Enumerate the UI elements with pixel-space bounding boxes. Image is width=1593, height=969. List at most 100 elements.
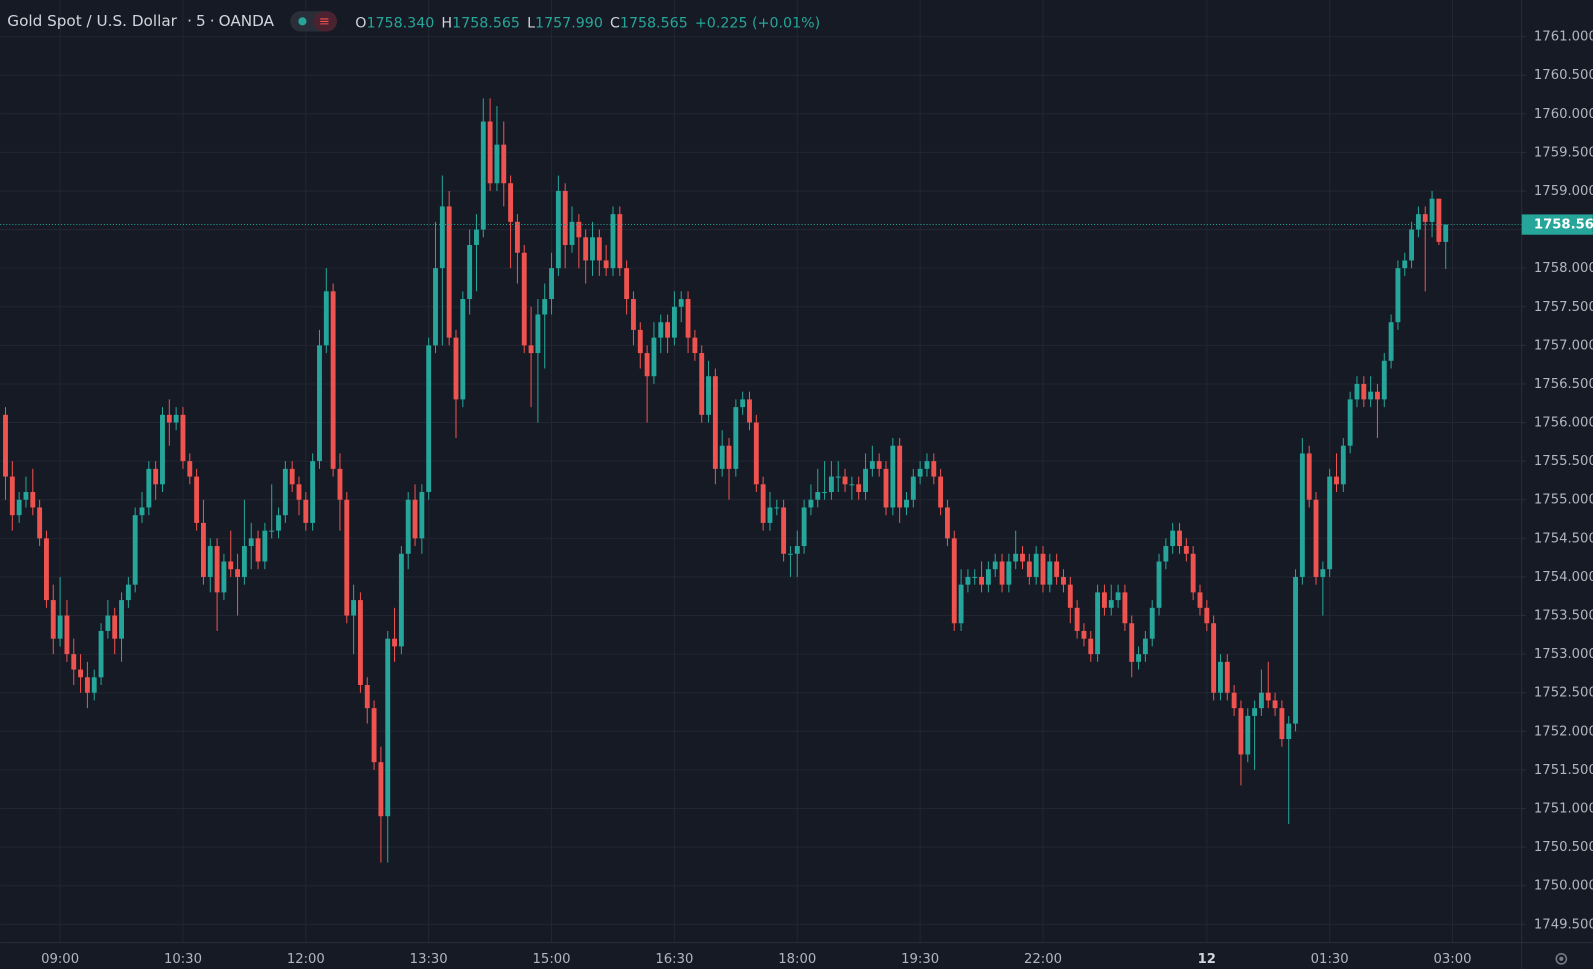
ohlc-legend: O 1758.340 H 1758.565 L 1757.990 C 1758.… (355, 15, 820, 31)
y-tick-label: 1760.500 (1534, 68, 1593, 83)
candle-body (1170, 530, 1176, 547)
candle-body (876, 461, 882, 469)
y-tick-label: 1759.500 (1534, 145, 1593, 160)
x-tick-label: 12 (1198, 952, 1216, 967)
candle-body (1402, 260, 1408, 269)
candle-body (37, 507, 43, 539)
candle-body (1422, 214, 1428, 222)
candle-body (139, 507, 145, 516)
candle-body (235, 569, 241, 577)
candle-body (1279, 708, 1285, 740)
candle-body (1129, 623, 1135, 662)
x-tick-label: 10:30 (164, 952, 202, 967)
candle-body (685, 299, 691, 338)
candle-body (1429, 198, 1435, 222)
candle-body (446, 206, 452, 338)
candle-body (1061, 576, 1066, 585)
y-tick-label: 1757.500 (1534, 300, 1593, 315)
candle-body (44, 538, 49, 601)
candle-body (1293, 576, 1298, 724)
candle-body (508, 183, 514, 222)
candle-body (194, 476, 200, 523)
candle-body (1020, 553, 1025, 562)
candle-body (1286, 723, 1292, 740)
y-tick-label: 1752.000 (1534, 724, 1593, 739)
candle-body (583, 237, 589, 261)
candle-body (105, 615, 111, 631)
candle-body (617, 214, 623, 269)
candle-body (398, 553, 404, 647)
settings-icon[interactable] (1555, 953, 1568, 965)
candle-body (84, 677, 90, 693)
candle-body (146, 468, 152, 508)
candle-body (1006, 561, 1012, 585)
candle-body (535, 314, 541, 354)
candle-body (57, 615, 63, 639)
candle-body (542, 299, 548, 315)
candle-body (132, 515, 138, 585)
x-tick-label: 13:30 (410, 952, 448, 967)
x-tick-label: 22:00 (1024, 952, 1062, 967)
candle-body (658, 322, 664, 338)
candle-body (1190, 553, 1196, 593)
candle-body (439, 206, 445, 269)
y-tick-label: 1750.000 (1534, 879, 1593, 894)
candle-body (317, 345, 322, 462)
candle-body (610, 214, 616, 269)
candles (0, 98, 1522, 863)
exchange: OANDA (219, 12, 275, 30)
candle-body (665, 322, 671, 338)
candle-body (740, 399, 746, 408)
candle-body (890, 445, 896, 508)
candle-body (979, 576, 985, 585)
candle-body (931, 461, 937, 477)
last-price-tag (1521, 214, 1593, 235)
candle-body (330, 291, 336, 469)
candle-body (501, 144, 507, 184)
candle-body (50, 600, 56, 639)
status-badge[interactable]: ≡ (290, 11, 337, 32)
candle-body (1218, 661, 1223, 693)
y-tick-label: 1758.000 (1534, 261, 1593, 276)
candle-body (917, 468, 923, 477)
candle-body (624, 268, 630, 300)
candle-body (1361, 383, 1367, 400)
candle-body (808, 499, 814, 508)
candle-body (781, 507, 787, 554)
candle-body (1409, 229, 1415, 261)
candle-body (248, 538, 254, 547)
header: Gold Spot / U.S. Dollar · 5 · OANDA ≡ O … (7, 11, 820, 32)
close-key: C (610, 15, 620, 31)
candle-body (1245, 715, 1251, 755)
candle-body (1013, 553, 1019, 562)
candle-body (774, 507, 780, 509)
candle-body (897, 445, 903, 508)
candle-body (16, 499, 22, 516)
candle-body (965, 576, 971, 585)
candle-body (323, 291, 329, 346)
candle-body (153, 468, 159, 485)
candle-body (747, 399, 752, 423)
y-tick-label: 1755.500 (1534, 454, 1593, 469)
candle-body (596, 237, 602, 261)
candle-body (1327, 476, 1333, 570)
candle-body (1443, 224, 1449, 242)
candle-body (822, 492, 828, 494)
candle-body (869, 461, 875, 469)
candle-body (1320, 569, 1326, 577)
last-price-label: 1758.565 (1534, 218, 1593, 233)
candle-body (453, 337, 459, 400)
candle-body (788, 553, 793, 555)
candle-body (910, 476, 916, 500)
candle-body (71, 654, 77, 670)
candle-body (303, 499, 309, 523)
candle-body (569, 221, 575, 246)
candle-body (351, 600, 357, 616)
candle-body (1265, 692, 1271, 701)
candle-body (849, 484, 855, 486)
candle-body (815, 492, 821, 500)
candle-body (1388, 322, 1394, 361)
high-value: 1758.565 (452, 15, 520, 31)
candle-body (651, 337, 657, 377)
axes: 1749.500 1750.000 1750.500 1751.000 1751.500… (41, 30, 1593, 967)
